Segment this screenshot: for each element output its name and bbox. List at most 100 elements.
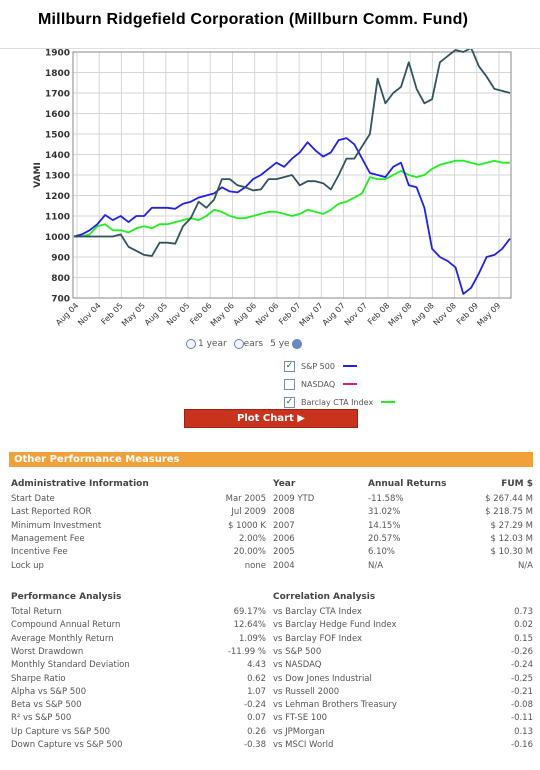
y-tick-label: 1500 — [45, 131, 70, 141]
correlation-label: vs S&P 500 — [273, 646, 322, 657]
performance-value: 1.07 — [247, 686, 266, 697]
correlation-label: vs NASDAQ — [273, 660, 322, 671]
correlation-value: -0.08 — [511, 700, 533, 711]
period-selector: 1 year ears 5 ye — [186, 339, 302, 349]
period-label-1: 1 year — [198, 339, 227, 349]
correlation-value: -0.11 — [511, 713, 533, 724]
legend-item-sp500[interactable]: ✓ S&P 500 — [284, 357, 395, 375]
performance-label: Down Capture vs S&P 500 — [11, 740, 123, 750]
barclay-checkbox[interactable]: ✓ — [284, 396, 295, 408]
correlation-label: vs Dow Jones Industrial — [273, 673, 372, 684]
annual-return: 14.15% — [368, 520, 401, 531]
fum-header: FUM $ — [501, 479, 533, 489]
performance-value: -0.38 — [244, 740, 266, 750]
return-year: 2006 — [273, 533, 295, 544]
performance-label: R² vs S&P 500 — [11, 713, 72, 724]
admin-header: Administrative Information — [11, 479, 149, 489]
performance-label: Beta vs S&P 500 — [11, 700, 82, 711]
correlation-label: vs Barclay Hedge Fund Index — [273, 620, 397, 631]
series-line-millburn-ridgefield-corporation — [74, 49, 511, 257]
fum-value: $ 27.29 M — [490, 520, 533, 531]
y-tick-label: 1400 — [45, 151, 70, 161]
correlation-label: vs JPMorgan — [273, 726, 325, 737]
admin-value: Mar 2005 — [225, 494, 266, 504]
x-tick-label: May 05 — [120, 301, 147, 328]
year-header: Year — [273, 479, 296, 489]
x-tick-label: Aug 04 — [54, 301, 80, 327]
annual-return: 31.02% — [368, 507, 401, 518]
correlation-value: 0.13 — [514, 726, 533, 737]
correlation-label: vs Barclay CTA Index — [273, 607, 362, 617]
correlation-label: vs Russell 2000 — [273, 686, 340, 697]
y-tick-label: 900 — [51, 254, 70, 264]
y-tick-label: 1100 — [45, 213, 70, 223]
legend-label-sp500: S&P 500 — [301, 361, 335, 371]
top-divider — [0, 48, 540, 49]
period-label-3: ears — [243, 339, 264, 349]
x-tick-label: Aug 07 — [321, 301, 347, 327]
return-year: 2007 — [273, 520, 295, 531]
period-radio-3[interactable] — [233, 339, 244, 349]
other-performance-header: Other Performance Measures — [9, 452, 533, 467]
series-line-s-p-500 — [73, 137, 511, 295]
performance-label: Sharpe Ratio — [11, 673, 66, 684]
sp500-checkbox[interactable]: ✓ — [284, 360, 295, 372]
correlation-label: vs MSCI World — [273, 740, 334, 750]
series-line-barclay-cta-index — [74, 159, 510, 238]
y-tick-label: 1600 — [45, 110, 70, 120]
performance-label: Average Monthly Return — [11, 633, 114, 644]
nasdaq-checkbox[interactable] — [284, 378, 295, 390]
y-tick-label: 1300 — [45, 172, 70, 182]
x-tick-label: May 06 — [209, 301, 236, 328]
annual-return: 6.10% — [368, 547, 396, 558]
legend-swatch-sp500 — [342, 365, 357, 367]
performance-label: Compound Annual Return — [11, 620, 121, 631]
admin-label: Minimum Investment — [11, 520, 102, 531]
legend-item-nasdaq[interactable]: NASDAQ — [284, 375, 395, 393]
x-tick-label: May 09 — [475, 301, 502, 328]
annual-returns-header: Annual Returns — [368, 479, 447, 489]
vami-chart: 700 800 900 1000 1100 1200 1300 1400 1500 1600 170… — [33, 49, 512, 328]
performance-value: -11.99 % — [227, 646, 266, 657]
performance-value: 0.62 — [247, 673, 266, 684]
performance-value: 0.07 — [247, 713, 266, 724]
period-label-5: 5 ye — [270, 339, 290, 349]
admin-label: Management Fee — [11, 533, 85, 544]
y-tick-label: 1000 — [45, 233, 70, 243]
correlation-value: -0.24 — [511, 660, 533, 671]
correlation-label: vs FT-SE 100 — [273, 713, 328, 724]
fum-value: N/A — [517, 560, 533, 571]
plot-chart-button[interactable]: Plot Chart ▶ — [184, 409, 358, 428]
period-radio-5[interactable] — [291, 339, 302, 349]
performance-value: -0.24 — [244, 700, 266, 711]
admin-value: $ 1000 K — [227, 520, 266, 531]
admin-label: Lock up — [11, 560, 44, 571]
y-tick-label: 700 — [51, 295, 70, 305]
correlation-value: 0.02 — [514, 620, 533, 631]
performance-value: 4.43 — [247, 660, 266, 671]
annual-return: -11.58% — [368, 494, 404, 504]
admin-value: none — [244, 560, 266, 571]
correlation-header: Correlation Analysis — [273, 592, 376, 602]
correlation-value: -0.16 — [511, 740, 533, 750]
admin-value: 20.00% — [233, 547, 266, 558]
x-tick-label: Nov 05 — [165, 301, 191, 327]
period-radio-1[interactable] — [186, 339, 196, 349]
x-tick-label: Nov 04 — [76, 301, 102, 327]
return-year: 2008 — [273, 507, 295, 518]
legend-item-barclay[interactable]: ✓ Barclay CTA Index — [284, 393, 396, 411]
admin-label: Last Reported ROR — [11, 507, 92, 518]
y-tick-label: 1900 — [45, 49, 70, 59]
admin-value: Jul 2009 — [231, 507, 266, 518]
x-tick-label: May 07 — [298, 301, 325, 328]
fum-value: $ 10.30 M — [490, 547, 533, 558]
x-tick-label: May 08 — [387, 301, 414, 328]
fum-value: $ 218.75 M — [485, 507, 533, 518]
correlation-label: vs Barclay FOF Index — [273, 633, 363, 644]
y-tick-label: 1800 — [45, 69, 70, 79]
performance-label: Up Capture vs S&P 500 — [11, 726, 111, 737]
correlation-value: -0.25 — [511, 673, 533, 684]
performance-label: Worst Drawdown — [11, 646, 84, 657]
performance-value: 69.17% — [233, 607, 266, 617]
performance-label: Total Return — [11, 607, 62, 617]
